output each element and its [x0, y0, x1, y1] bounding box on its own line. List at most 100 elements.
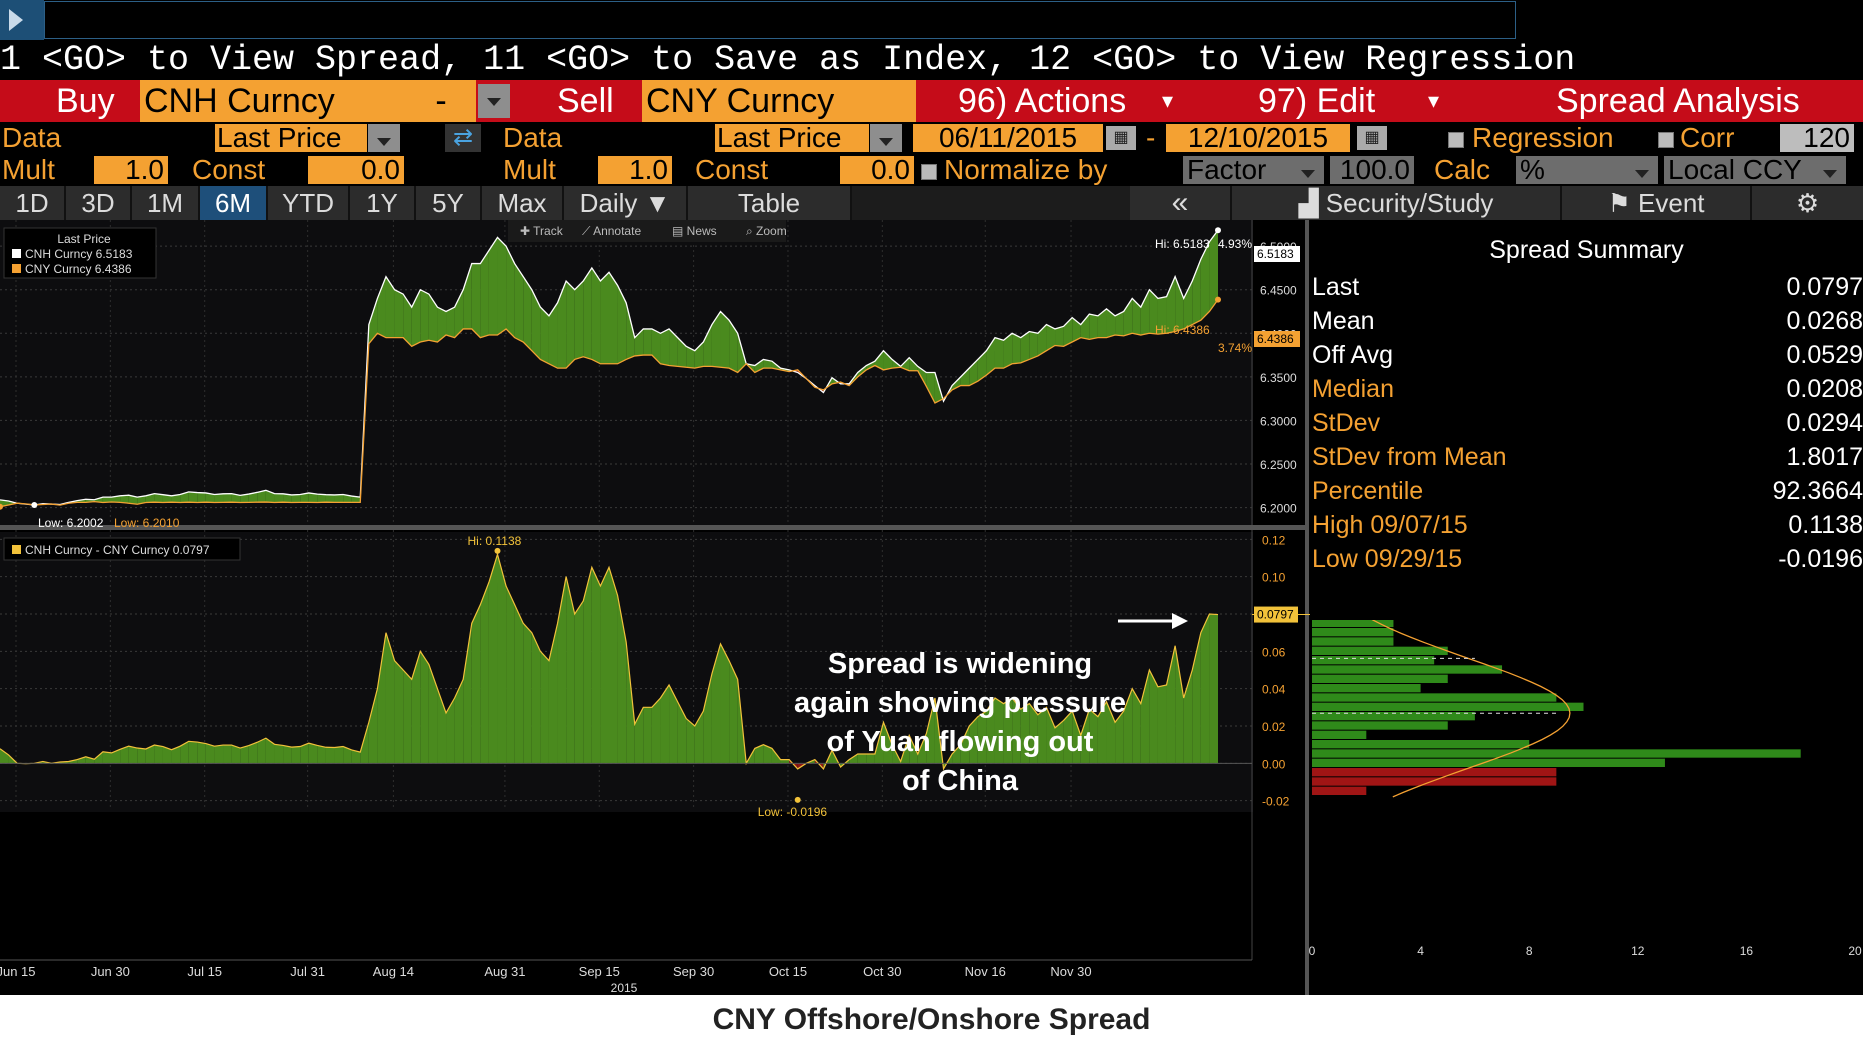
- const-input-left[interactable]: 0.0: [308, 156, 404, 184]
- price-spread-fill: [1072, 317, 1081, 342]
- edit-menu[interactable]: 97) Edit: [1258, 82, 1376, 120]
- spread-area-segment: [360, 722, 369, 764]
- price-spread-fill: [711, 311, 721, 368]
- price-spread-fill: [669, 328, 678, 367]
- spread-area-segment: [497, 554, 507, 764]
- price-spread-fill: [308, 492, 318, 503]
- price-spread-fill: [583, 267, 592, 360]
- spread-y-tick-label: 0.10: [1262, 571, 1286, 585]
- swap-icon[interactable]: ⇄: [445, 124, 481, 152]
- buy-label: Buy: [56, 82, 115, 120]
- x-tick-label: Jul 31: [290, 964, 325, 979]
- actions-menu[interactable]: 96) Actions: [958, 82, 1127, 120]
- price-spread-fill: [1046, 324, 1056, 351]
- mult-input-right[interactable]: 1.0: [598, 156, 672, 184]
- price-spread-fill: [720, 311, 730, 369]
- tab-period[interactable]: 1M: [132, 186, 200, 220]
- spread-area-segment: [1097, 701, 1107, 764]
- spread-area-segment: [583, 567, 592, 764]
- cny-change-label: 3.74%: [1218, 341, 1252, 355]
- price-spread-fill: [514, 263, 524, 342]
- spread-area-segment: [669, 684, 678, 764]
- operator-dropdown-icon[interactable]: [478, 84, 510, 118]
- x-tick-label: Oct 15: [769, 964, 807, 979]
- spread-area-segment: [849, 754, 858, 764]
- price-spread-fill: [188, 491, 198, 503]
- calc-dropdown-icon[interactable]: [1626, 156, 1658, 184]
- table-button[interactable]: Table: [688, 186, 852, 220]
- price-spread-fill: [531, 289, 541, 360]
- start-calendar-icon[interactable]: ▦: [1106, 126, 1136, 150]
- currency-dropdown-icon[interactable]: [1814, 156, 1846, 184]
- data-select-right[interactable]: Last Price: [715, 124, 869, 152]
- price-spread-fill: [540, 307, 549, 364]
- corr-checkbox[interactable]: [1658, 132, 1674, 148]
- edit-chevron-icon[interactable]: ▾: [1428, 88, 1440, 113]
- tab-period[interactable]: 5Y: [416, 186, 482, 220]
- spread-area-segment: [506, 586, 515, 764]
- event-label: Event: [1638, 188, 1705, 218]
- spread-area-segment: [874, 722, 884, 764]
- spread-area-segment: [1175, 645, 1184, 764]
- tab-period[interactable]: 1Y: [350, 186, 416, 220]
- spread-area-segment: [780, 759, 790, 764]
- start-date-input[interactable]: 06/11/2015: [913, 124, 1103, 152]
- price-spread-fill: [351, 496, 361, 503]
- spread-area-segment: [994, 698, 1004, 764]
- price-y-tick-label: 6.2000: [1260, 502, 1297, 516]
- data-left-dropdown-icon[interactable]: [368, 124, 400, 152]
- tab-period[interactable]: 6M: [200, 186, 268, 220]
- price-spread-fill: [102, 497, 112, 503]
- data-right-dropdown-icon[interactable]: [870, 124, 902, 152]
- sell-security-input[interactable]: CNY Curncy: [642, 80, 916, 122]
- price-spread-fill: [403, 294, 412, 347]
- end-date-input[interactable]: 12/10/2015: [1166, 124, 1350, 152]
- settings-gear-icon[interactable]: ⚙: [1752, 186, 1863, 220]
- tab-period[interactable]: 3D: [66, 186, 132, 220]
- tab-period[interactable]: Max: [482, 186, 564, 220]
- x-tick-label: Nov 30: [1050, 964, 1091, 979]
- factor-value-input[interactable]: 100.0: [1330, 156, 1414, 184]
- buy-security-input[interactable]: CNH Curncy: [140, 80, 406, 122]
- summary-row: Last 0.0797: [1310, 270, 1863, 304]
- corr-window-input[interactable]: 120: [1780, 124, 1854, 152]
- price-spread-fill: [1149, 289, 1158, 335]
- spread-operator-select[interactable]: -: [406, 80, 476, 122]
- security-study-button[interactable]: ▟ Security/Study: [1232, 186, 1562, 220]
- end-calendar-icon[interactable]: ▦: [1357, 126, 1387, 150]
- normalize-label: Normalize by: [944, 154, 1108, 185]
- spread-area-segment: [960, 726, 970, 764]
- spread-area-segment: [651, 698, 661, 764]
- toolbar-item: ▤ News: [672, 224, 717, 238]
- spread-area-segment: [917, 733, 927, 764]
- spread-y-tick-label: -0.02: [1262, 795, 1290, 809]
- command-input[interactable]: [44, 1, 1516, 39]
- price-spread-fill: [120, 495, 129, 504]
- controls-row-1: Data Last Price ⇄ Data Last Price 06/11/…: [0, 122, 1863, 154]
- data-select-left[interactable]: Last Price: [215, 124, 367, 152]
- tab-period[interactable]: YTD: [268, 186, 350, 220]
- price-spread-fill: [1055, 326, 1064, 347]
- spread-area-segment: [694, 711, 704, 764]
- collapse-button[interactable]: «: [1130, 186, 1232, 220]
- regression-checkbox[interactable]: [1448, 132, 1464, 148]
- histogram-x-tick: 0: [1309, 944, 1316, 958]
- calc-select[interactable]: %: [1516, 156, 1630, 184]
- normalize-factor-select[interactable]: Factor: [1183, 156, 1295, 184]
- price-spread-fill: [231, 493, 241, 503]
- command-arrow-icon[interactable]: [0, 0, 44, 40]
- currency-select[interactable]: Local CCY: [1664, 156, 1814, 184]
- normalize-checkbox[interactable]: [921, 164, 937, 180]
- price-spread-fill: [626, 302, 635, 360]
- mult-input-left[interactable]: 1.0: [94, 156, 168, 184]
- actions-chevron-icon[interactable]: ▾: [1162, 88, 1174, 113]
- frequency-select[interactable]: Daily ▼: [564, 186, 688, 220]
- spread-area-segment: [154, 745, 163, 764]
- event-button[interactable]: ⚑ Event: [1562, 186, 1752, 220]
- spread-area-segment: [531, 632, 541, 764]
- spread-area-segment: [334, 746, 344, 764]
- summary-row: StDev from Mean 1.8017: [1310, 440, 1863, 474]
- const-input-right[interactable]: 0.0: [840, 156, 914, 184]
- tab-period[interactable]: 1D: [0, 186, 66, 220]
- factor-dropdown-icon[interactable]: [1292, 156, 1324, 184]
